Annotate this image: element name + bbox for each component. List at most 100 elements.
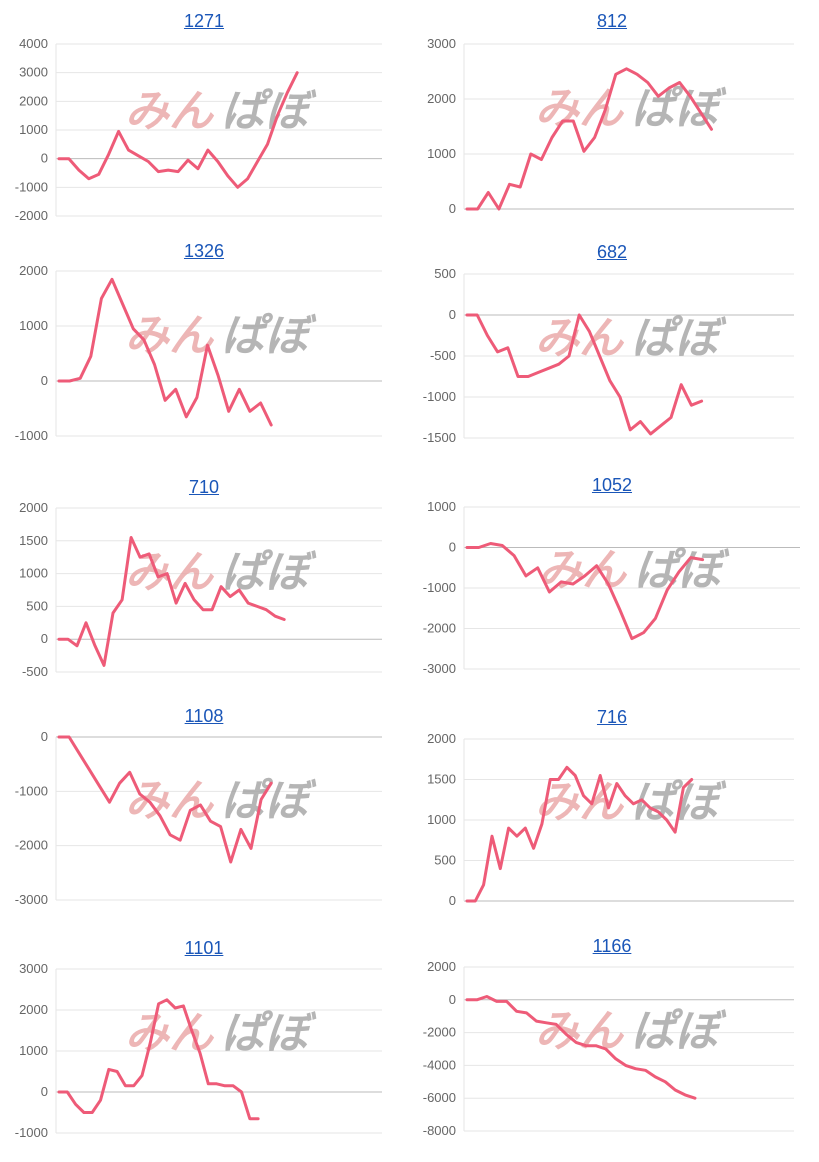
line-chart: 4000 3000 2000 1000 0 -1000 -2000 みん ぱぼ	[15, 36, 382, 223]
y-tick-label: -1000	[15, 783, 48, 798]
y-tick-label: 4000	[19, 36, 48, 51]
svg-text:ぱぼ: ぱぼ	[221, 86, 317, 137]
y-tick-label: 1000	[427, 499, 456, 514]
y-tick-label: -2000	[423, 621, 456, 636]
chart-title-link[interactable]: 716	[596, 707, 628, 727]
y-tick-label: 1000	[427, 146, 456, 161]
y-tick-label: -8000	[423, 1123, 456, 1138]
chart-panel-1166: 1166 2000 0 -2000 -4000 -6000 -8000 みん ぱぼ	[412, 935, 812, 1160]
y-tick-label: 1500	[427, 772, 456, 787]
chart-panel-1326: 1326 2000 1000 0 -1000 みん ぱぼ	[4, 240, 404, 465]
chart-title-link[interactable]: 1101	[184, 938, 224, 958]
line-chart: 2000 0 -2000 -4000 -6000 -8000 みん ぱぼ	[423, 959, 794, 1138]
svg-text:ぱぼ: ぱぼ	[631, 777, 727, 828]
svg-text:ぱぼ: ぱぼ	[631, 313, 727, 364]
y-tick-label: 0	[449, 540, 456, 555]
svg-text:ぱぼ: ぱぼ	[634, 545, 730, 596]
y-tick-label: 0	[41, 631, 48, 646]
y-tick-label: 2000	[19, 263, 48, 278]
svg-text:ぱぼ: ぱぼ	[221, 310, 317, 361]
site-watermark: みん ぱぼ	[125, 775, 317, 826]
site-watermark: みん ぱぼ	[125, 310, 317, 361]
y-tick-label: 1000	[427, 812, 456, 827]
y-tick-label: 0	[449, 992, 456, 1007]
y-tick-label: 2000	[427, 731, 456, 746]
chart-title: 1326	[4, 240, 404, 262]
y-tick-label: 500	[434, 853, 456, 868]
y-tick-label: 0	[449, 893, 456, 908]
y-tick-label: 500	[26, 598, 48, 613]
data-series-line	[57, 71, 299, 189]
chart-panel-682: 682 500 0 -500 -1000 -1500 みん ぱぼ	[412, 241, 812, 466]
y-tick-label: -6000	[423, 1090, 456, 1105]
chart-title: 812	[412, 10, 812, 32]
y-tick-label: 0	[41, 729, 48, 744]
chart-title-link[interactable]: 682	[596, 242, 628, 262]
y-tick-label: -1500	[423, 430, 456, 445]
chart-title: 1052	[412, 474, 812, 496]
y-tick-label: 3000	[19, 961, 48, 976]
y-tick-label: 2000	[427, 91, 456, 106]
y-tick-label: -2000	[15, 838, 48, 853]
y-tick-label: -1000	[15, 428, 48, 443]
chart-panel-710: 710 2000 1500 1000 500 0 -500 みん ぱぼ	[4, 476, 404, 701]
line-chart: 1000 0 -1000 -2000 -3000 みん ぱぼ	[423, 499, 800, 676]
svg-text:みん: みん	[125, 775, 215, 826]
data-series-line	[57, 998, 260, 1121]
y-tick-label: 0	[41, 151, 48, 166]
y-tick-label: 2000	[19, 500, 48, 515]
site-watermark: みん ぱぼ	[125, 86, 317, 137]
line-chart: 500 0 -500 -1000 -1500 みん ぱぼ	[423, 266, 794, 445]
data-series-line	[465, 67, 713, 211]
y-tick-label: 0	[449, 201, 456, 216]
y-tick-label: 3000	[19, 65, 48, 80]
y-tick-label: -4000	[423, 1057, 456, 1072]
chart-panel-1052: 1052 1000 0 -1000 -2000 -3000 みん ぱぼ	[412, 474, 812, 699]
chart-title: 682	[412, 241, 812, 263]
chart-title: 716	[412, 706, 812, 728]
y-tick-label: -1000	[423, 389, 456, 404]
chart-panel-716: 716 2000 1500 1000 500 0 みん ぱぼ	[412, 706, 812, 931]
chart-panel-1108: 1108 0 -1000 -2000 -3000 みん ぱぼ	[4, 705, 404, 930]
data-series-line	[465, 542, 705, 641]
site-watermark: みん ぱぼ	[535, 313, 727, 364]
line-chart: 3000 2000 1000 0 -1000 みん ぱぼ	[15, 961, 382, 1140]
svg-text:ぱぼ: ぱぼ	[221, 1008, 317, 1059]
y-tick-label: 2000	[19, 1002, 48, 1017]
svg-text:ぱぼ: ぱぼ	[221, 775, 317, 826]
y-tick-label: -1000	[15, 179, 48, 194]
chart-title-link[interactable]: 1108	[184, 706, 224, 726]
line-chart: 2000 1000 0 -1000 みん ぱぼ	[15, 263, 382, 443]
svg-text:ぱぼ: ぱぼ	[631, 83, 727, 134]
site-watermark: みん ぱぼ	[535, 1006, 727, 1057]
chart-title-link[interactable]: 1326	[183, 241, 225, 261]
y-tick-label: 1000	[19, 566, 48, 581]
chart-title-link[interactable]: 812	[596, 11, 628, 31]
y-tick-label: 500	[434, 266, 456, 281]
y-tick-label: -2000	[15, 208, 48, 223]
chart-title-link[interactable]: 1166	[592, 936, 632, 956]
chart-panel-812: 812 3000 2000 1000 0 みん ぱぼ	[412, 10, 812, 235]
chart-title: 1108	[4, 705, 404, 727]
chart-title-link[interactable]: 1052	[591, 475, 633, 495]
y-tick-label: -500	[430, 348, 456, 363]
chart-title: 1166	[412, 935, 812, 957]
y-tick-label: -500	[22, 664, 48, 679]
svg-text:みん: みん	[125, 1008, 215, 1059]
chart-title-link[interactable]: 710	[188, 477, 220, 497]
data-series-line	[57, 277, 273, 427]
chart-title-link[interactable]: 1271	[183, 11, 225, 31]
y-tick-label: 1500	[19, 533, 48, 548]
y-tick-label: 2000	[19, 93, 48, 108]
y-tick-label: -3000	[423, 661, 456, 676]
data-series-line	[465, 995, 697, 1100]
y-tick-label: 1000	[19, 122, 48, 137]
chart-title: 710	[4, 476, 404, 498]
chart-title: 1271	[4, 10, 404, 32]
svg-text:ぱぼ: ぱぼ	[221, 547, 317, 598]
data-series-line	[57, 735, 273, 864]
y-tick-label: -1000	[15, 1125, 48, 1140]
chart-panel-1271: 1271 4000 3000 2000 1000 0 -1000 -2000 みん ぱぼ	[4, 10, 404, 235]
